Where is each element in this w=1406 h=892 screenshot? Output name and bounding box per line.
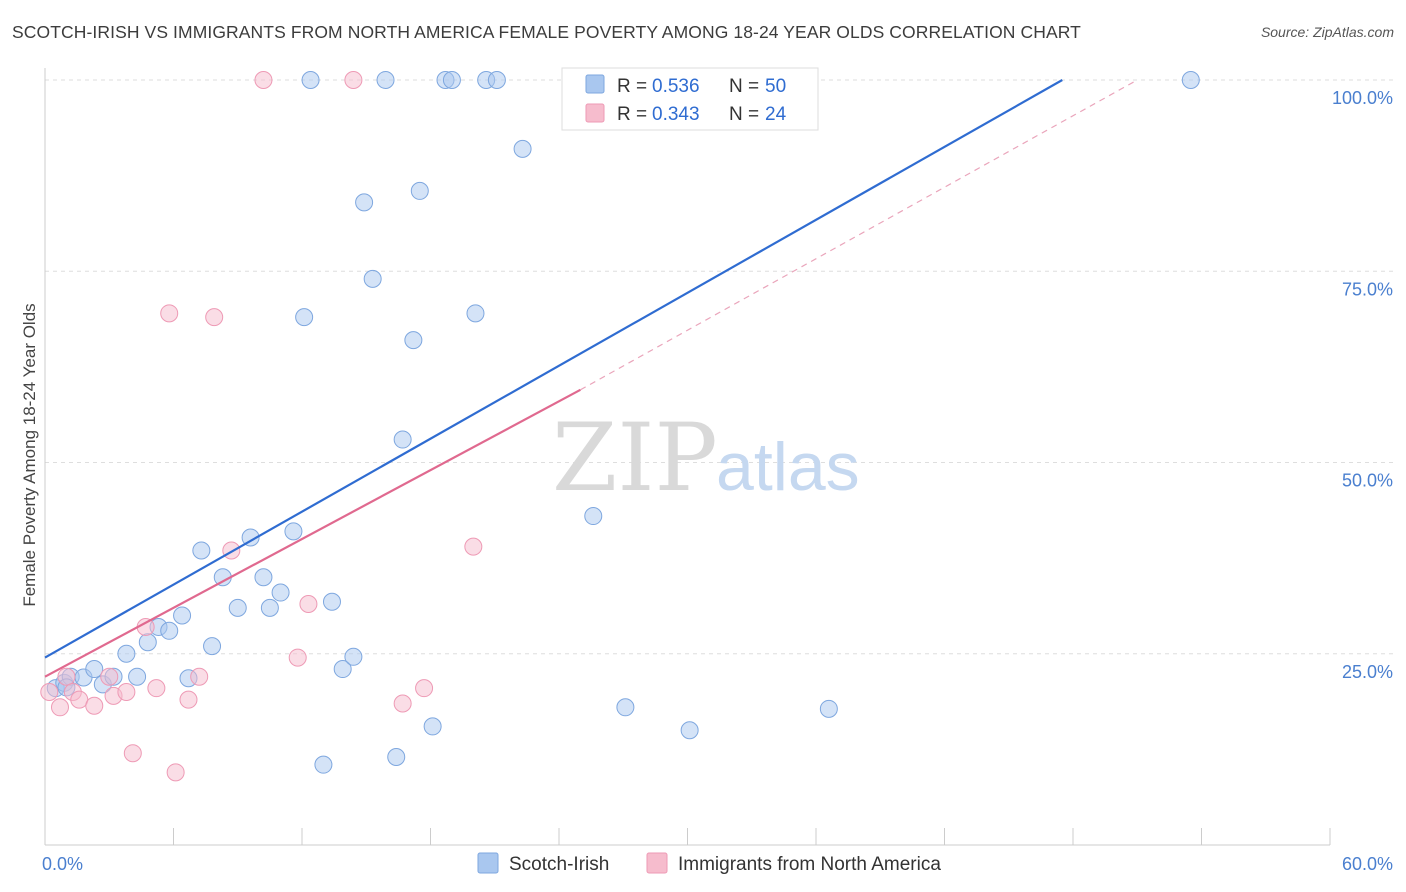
scotch-irish-point	[85, 660, 104, 679]
scotch-irish-point	[203, 637, 222, 656]
scotch-irish-point	[117, 644, 136, 663]
scotch-irish-trendline	[44, 79, 1063, 659]
chart-title: SCOTCH-IRISH VS IMMIGRANTS FROM NORTH AM…	[12, 22, 1081, 42]
scotch-irish-point	[584, 507, 603, 526]
y-tick-label: 100.0%	[1332, 88, 1393, 108]
immigrants-point	[288, 648, 307, 667]
legend-n-value-2: 24	[765, 104, 787, 125]
immigrants-point	[70, 690, 89, 709]
scotch-irish-point	[355, 193, 374, 212]
y-tick-label: 50.0%	[1342, 471, 1393, 491]
immigrants-point	[415, 679, 434, 698]
scotch-irish-point	[138, 633, 157, 652]
scotch-irish-point	[404, 331, 423, 350]
x-tick-label: 0.0%	[42, 854, 83, 874]
scotch-irish-point	[680, 721, 699, 740]
watermark-zip: ZIP	[552, 404, 718, 513]
series-legend-swatch-scotch-irish	[477, 852, 499, 874]
scotch-irish-point	[423, 717, 442, 736]
watermark: ZIP atlas	[552, 404, 860, 513]
scotch-irish-point	[192, 541, 211, 560]
immigrants-point	[123, 744, 142, 763]
immigrants-point	[179, 690, 198, 709]
legend-r-value-1: 0.536	[652, 76, 700, 97]
scotch-irish-point	[442, 71, 461, 89]
scotch-irish-point	[314, 755, 333, 774]
scotch-irish-point	[616, 698, 635, 717]
scotch-irish-point	[410, 181, 429, 200]
immigrants-point	[299, 595, 318, 614]
legend-n-label-2: N =	[729, 104, 759, 125]
scotch-irish-point	[254, 568, 273, 587]
scotch-irish-point	[322, 592, 341, 611]
scotch-irish-point	[513, 139, 532, 158]
watermark-atlas: atlas	[716, 429, 860, 505]
legend-r-label-1: R =	[617, 76, 647, 97]
scotch-irish-point	[387, 748, 406, 767]
immigrants-trendline	[44, 388, 581, 678]
immigrants-point	[205, 308, 224, 327]
y-tick-label: 25.0%	[1342, 662, 1393, 682]
immigrants-point	[117, 683, 136, 701]
scotch-irish-point	[393, 430, 412, 449]
tick-labels: 25.0% 50.0% 75.0% 100.0% 0.0% 60.0%	[42, 88, 1393, 874]
immigrants-point	[254, 71, 273, 89]
y-tick-label: 75.0%	[1342, 279, 1393, 299]
y-axis-label: Female Poverty Among 18-24 Year Olds	[20, 303, 39, 606]
immigrants-point	[147, 679, 166, 698]
legend-swatch-immigrants	[585, 103, 605, 123]
scotch-irish-point	[295, 308, 314, 327]
scotch-irish-point	[466, 304, 485, 323]
series-legend: Scotch-Irish Immigrants from North Ameri…	[477, 852, 941, 875]
scotch-irish-point	[376, 71, 395, 89]
scotch-irish-point	[301, 71, 320, 89]
data-points	[40, 71, 1200, 782]
series-legend-label-scotch-irish: Scotch-Irish	[509, 854, 609, 875]
scotch-irish-point	[1181, 71, 1200, 89]
immigrants-point	[57, 667, 76, 686]
immigrants-point	[166, 763, 185, 782]
immigrants-trendline-extension	[580, 79, 1138, 391]
scotch-irish-point	[160, 621, 179, 640]
scotch-irish-point	[260, 598, 279, 617]
immigrants-point	[393, 694, 412, 713]
scotch-irish-point	[284, 522, 303, 541]
scotch-irish-point	[487, 71, 506, 89]
legend-swatch-scotch-irish	[585, 74, 605, 94]
source-label: Source: ZipAtlas.com	[1260, 24, 1394, 40]
stats-legend-box	[561, 67, 819, 131]
x-tick-label: 60.0%	[1342, 854, 1393, 874]
immigrants-point	[464, 537, 483, 556]
series-legend-label-immigrants: Immigrants from North America	[678, 854, 941, 875]
series-legend-swatch-immigrants	[646, 852, 668, 874]
stats-legend: R = 0.536 N = 50 R = 0.343 N = 24	[561, 67, 819, 131]
legend-r-value-2: 0.343	[652, 104, 700, 125]
immigrants-point	[50, 698, 69, 717]
legend-n-value-1: 50	[765, 76, 786, 97]
immigrants-point	[344, 71, 363, 89]
legend-r-label-2: R =	[617, 104, 647, 125]
scotch-irish-point	[819, 699, 838, 718]
immigrants-point	[40, 683, 59, 701]
scotch-irish-point	[228, 598, 247, 617]
scotch-irish-point	[241, 528, 260, 547]
legend-n-label-1: N =	[729, 76, 759, 97]
immigrants-point	[85, 696, 104, 715]
scotch-irish-point	[333, 660, 352, 679]
axes	[44, 68, 1331, 846]
scotch-irish-point	[128, 667, 147, 686]
immigrants-point	[190, 667, 209, 686]
scotch-irish-point	[271, 583, 290, 602]
trendlines	[44, 79, 1138, 678]
immigrants-point	[160, 304, 179, 323]
immigrants-point	[100, 667, 119, 686]
scotch-irish-point	[363, 269, 382, 288]
scotch-irish-point	[344, 647, 363, 666]
scotch-irish-point	[173, 606, 192, 625]
